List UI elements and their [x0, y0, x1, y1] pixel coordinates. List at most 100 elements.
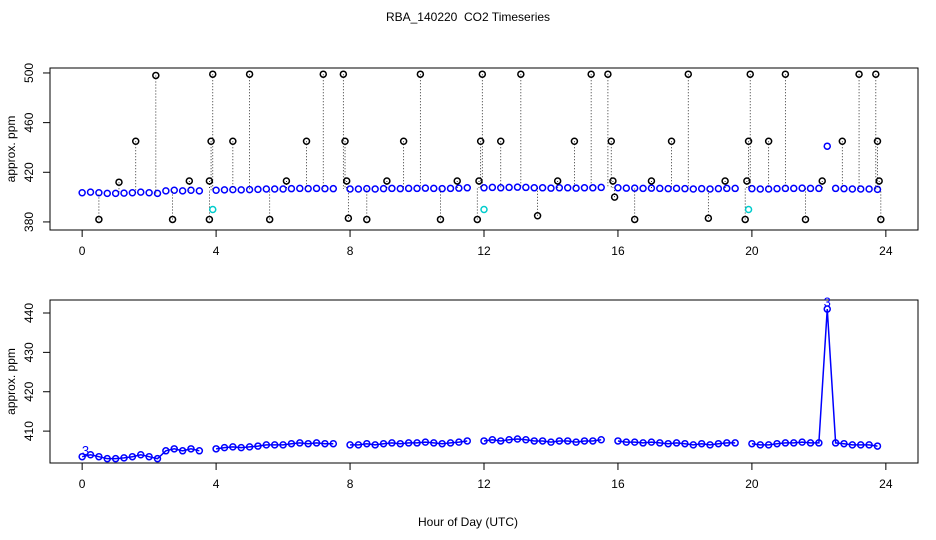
y-tick-label: 430	[22, 342, 36, 362]
data-point	[170, 445, 178, 453]
data-point	[647, 438, 656, 446]
data-point	[580, 437, 589, 445]
y-tick-label: 380	[22, 212, 36, 232]
data-point	[86, 450, 95, 459]
data-point	[446, 184, 455, 193]
data-point	[363, 439, 371, 448]
data-point	[473, 215, 482, 224]
data-point	[831, 184, 840, 193]
data-point	[622, 184, 631, 192]
data-point	[478, 70, 487, 78]
data-point	[137, 450, 145, 459]
y-axis-label: approx. ppm	[4, 116, 18, 183]
x-tick-label: 16	[611, 244, 625, 258]
data-point	[563, 184, 572, 192]
data-point	[187, 186, 195, 195]
x-tick-label: 8	[347, 477, 354, 491]
data-point	[438, 184, 446, 193]
annotation: 3	[82, 443, 89, 458]
data-point	[756, 441, 765, 449]
data-point	[237, 186, 245, 194]
data-point	[399, 137, 408, 145]
data-point	[262, 441, 271, 449]
data-point	[131, 137, 140, 145]
data-point	[162, 447, 170, 455]
data-point	[553, 177, 562, 185]
data-point	[756, 185, 765, 193]
data-point	[513, 183, 522, 191]
data-point	[287, 184, 296, 193]
data-point	[607, 137, 616, 145]
data-point	[229, 443, 237, 451]
data-point	[746, 70, 754, 78]
data-point	[555, 184, 564, 192]
data-point	[647, 184, 656, 192]
x-tick-label: 8	[347, 244, 354, 258]
data-point	[572, 184, 580, 192]
data-point	[453, 177, 461, 185]
data-point	[838, 137, 847, 145]
data-point	[848, 185, 857, 193]
data-point	[145, 452, 153, 461]
y-tick-label: 440	[22, 303, 36, 323]
x-tick-label: 0	[79, 477, 86, 491]
data-point	[270, 441, 279, 449]
data-point	[354, 441, 363, 449]
data-point	[744, 205, 753, 214]
data-point	[622, 438, 631, 446]
data-point	[463, 184, 472, 192]
x-tick-label: 24	[879, 244, 893, 258]
x-tick-label: 12	[477, 244, 491, 258]
data-point	[111, 189, 120, 198]
data-point	[748, 184, 756, 193]
data-point	[522, 436, 530, 444]
data-point	[547, 438, 555, 446]
data-point	[254, 185, 262, 194]
data-point	[111, 454, 120, 463]
data-point	[855, 70, 863, 78]
data-point	[639, 184, 647, 193]
data-point	[209, 70, 217, 78]
data-point	[704, 214, 713, 222]
data-point	[781, 70, 790, 78]
data-point	[697, 184, 706, 193]
data-point	[379, 439, 388, 448]
data-point	[383, 177, 391, 185]
data-point	[354, 185, 363, 193]
data-point	[589, 184, 597, 192]
data-point	[178, 187, 187, 195]
y-axis-label: approx. ppm	[4, 348, 18, 415]
data-point	[723, 184, 731, 193]
data-point	[270, 185, 279, 193]
data-point	[865, 441, 873, 449]
data-point	[396, 184, 405, 193]
data-point	[265, 215, 274, 224]
data-point	[145, 189, 153, 197]
data-point	[103, 189, 112, 198]
data-point	[714, 184, 723, 193]
data-point	[209, 205, 217, 214]
data-point	[475, 177, 483, 185]
y-tick-label: 500	[22, 63, 36, 83]
data-point	[731, 439, 739, 447]
data-point	[480, 205, 488, 214]
data-point	[120, 454, 128, 462]
data-point	[207, 137, 215, 145]
data-point	[764, 137, 773, 145]
data-point	[480, 437, 488, 445]
data-point	[647, 177, 656, 185]
data-point	[346, 185, 354, 193]
data-point	[848, 441, 857, 449]
data-point	[388, 184, 396, 193]
x-tick-label: 24	[879, 477, 893, 491]
data-point	[706, 185, 714, 193]
data-point	[455, 184, 463, 192]
data-point	[245, 443, 254, 451]
data-point	[723, 439, 731, 447]
x-tick-label: 16	[611, 477, 625, 491]
data-point	[195, 187, 204, 195]
data-point	[873, 442, 882, 450]
data-point	[342, 177, 351, 185]
data-point	[363, 215, 371, 224]
data-point	[744, 137, 753, 145]
